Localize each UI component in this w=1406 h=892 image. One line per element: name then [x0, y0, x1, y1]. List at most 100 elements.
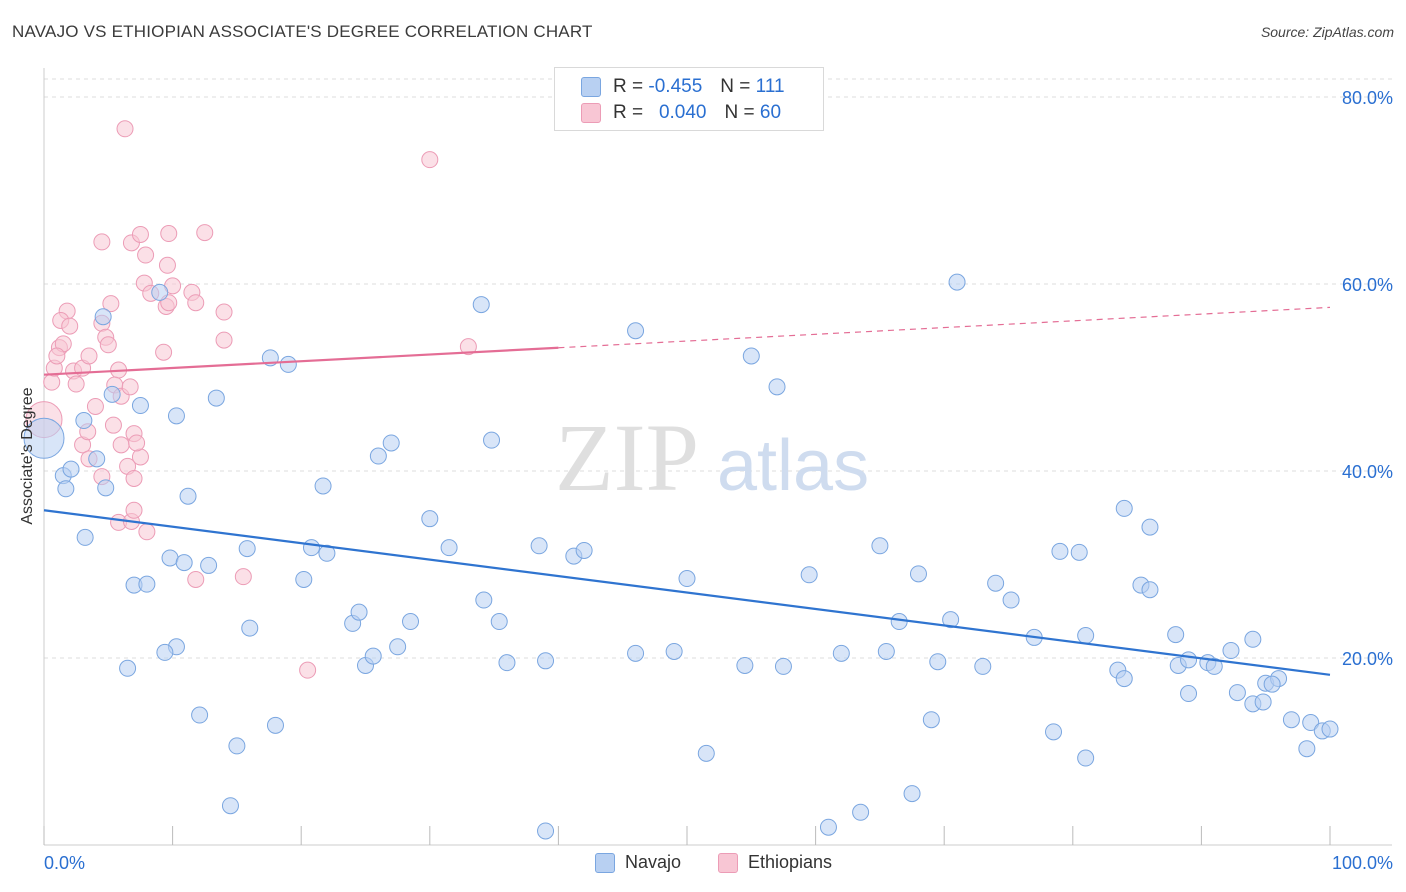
- ethiopians-point: [421, 151, 439, 169]
- navajo-point: [774, 657, 792, 675]
- navajo-point: [1077, 627, 1095, 645]
- navajo-point: [238, 540, 256, 558]
- legend-row-navajo: R = -0.455 N = 111: [581, 75, 785, 99]
- navajo-point: [1141, 581, 1159, 599]
- navajo-point: [697, 744, 715, 762]
- ethiopians-point: [67, 375, 85, 393]
- trend-lines: [43, 306, 1331, 676]
- navajo-point: [138, 575, 156, 593]
- navajo-point: [440, 539, 458, 557]
- ethiopians-point: [137, 246, 155, 264]
- navajo-point: [62, 460, 80, 478]
- navajo-point: [1077, 749, 1095, 767]
- navajo-point: [57, 480, 75, 498]
- ethiopians-point: [116, 120, 134, 138]
- navajo-point: [1302, 714, 1320, 732]
- ethiopians-point: [196, 224, 214, 242]
- navajo-point: [800, 566, 818, 584]
- navajo-point: [665, 642, 683, 660]
- source-label: Source: ZipAtlas.com: [1260, 24, 1394, 40]
- navajo-point: [948, 273, 966, 291]
- navajo-point: [279, 355, 297, 373]
- ethiopians-r-label: R =: [613, 102, 644, 123]
- navajo-point: [922, 711, 940, 729]
- ethiopians-point: [61, 317, 79, 335]
- navajo-point: [119, 659, 137, 677]
- y-tick-label: 80.0%: [1342, 88, 1393, 108]
- ethiopians-r-value: 0.040: [658, 102, 707, 123]
- navajo-point: [350, 603, 368, 621]
- navajo-point: [23, 417, 65, 459]
- legend-navajo[interactable]: Navajo: [595, 852, 681, 873]
- y-tick-labels: 20.0% 40.0% 60.0% 80.0%: [1342, 88, 1393, 669]
- ethiopians-point: [459, 338, 477, 356]
- navajo-point: [1167, 626, 1185, 644]
- navajo-point: [903, 785, 921, 803]
- ethiopians-point: [187, 294, 205, 312]
- navajo-point: [929, 653, 947, 671]
- navajo-point: [1070, 543, 1088, 561]
- navajo-n-label: N =: [720, 76, 751, 97]
- navajo-point: [768, 378, 786, 396]
- navajo-point: [1180, 685, 1198, 703]
- navajo-point: [1298, 740, 1316, 758]
- navajo-point: [200, 556, 218, 574]
- navajo-point: [490, 613, 508, 631]
- navajo-point: [75, 412, 93, 430]
- navajo-swatch: [581, 77, 601, 97]
- ethiopians-point: [138, 523, 156, 541]
- navajo-r-value: -0.455: [648, 76, 703, 97]
- navajo-point: [1002, 591, 1020, 609]
- navajo-point: [736, 656, 754, 674]
- navajo-point: [402, 613, 420, 631]
- ethiopians-point: [112, 436, 130, 454]
- ethiopians-n-value: 60: [759, 102, 782, 123]
- navajo-point: [974, 657, 992, 675]
- navajo-point: [1115, 499, 1133, 517]
- watermark: ZIP atlas: [555, 404, 869, 511]
- y-axis-label: Associate's Degree: [19, 387, 36, 525]
- navajo-point: [1321, 720, 1339, 738]
- chart-title: NAVAJO VS ETHIOPIAN ASSOCIATE'S DEGREE C…: [12, 22, 593, 41]
- navajo-point: [364, 647, 382, 665]
- navajo-point: [151, 283, 169, 301]
- ethiopians-point: [86, 397, 104, 415]
- legend-ethiopians[interactable]: Ethiopians: [718, 852, 832, 873]
- ethiopians-point: [215, 331, 233, 349]
- navajo-point: [1254, 693, 1272, 711]
- navajo-point: [76, 528, 94, 546]
- ethiopians-point: [131, 225, 149, 243]
- navajo-point: [94, 308, 112, 326]
- navajo-point: [382, 434, 400, 452]
- ethiopians-swatch: [581, 103, 601, 123]
- ethiopians-point: [43, 373, 61, 391]
- ethiopians-point: [125, 469, 143, 487]
- navajo-point: [175, 554, 193, 572]
- navajo-point: [1228, 684, 1246, 702]
- ethiopians-point: [125, 501, 143, 519]
- watermark-zip: ZIP: [555, 404, 699, 511]
- navajo-point: [475, 591, 493, 609]
- navajo-point: [627, 644, 645, 662]
- ethiopians-point: [121, 378, 139, 396]
- navajo-point: [103, 385, 121, 403]
- x-tick-labels: 0.0% 100.0%: [44, 853, 1393, 873]
- x-tick-label: 100.0%: [1332, 853, 1393, 873]
- navajo-point: [1282, 711, 1300, 729]
- navajo-point: [627, 322, 645, 340]
- navajo-point: [318, 544, 336, 562]
- navajo-point: [97, 479, 115, 497]
- stats-legend: R = -0.455 N = 111 R = 0.040 N = 60: [554, 67, 824, 131]
- ethiopians-point: [299, 661, 317, 679]
- navajo-point: [537, 822, 555, 840]
- ethiopians-point: [160, 225, 178, 243]
- ethiopians-point: [234, 568, 252, 586]
- navajo-point: [266, 716, 284, 734]
- legend-ethiopians-label: Ethiopians: [748, 852, 833, 872]
- navajo-point: [369, 447, 387, 465]
- navajo-point: [1045, 723, 1063, 741]
- navajo-point: [909, 565, 927, 583]
- navajo-point: [483, 431, 501, 449]
- navajo-point: [832, 644, 850, 662]
- navajo-point: [575, 541, 593, 559]
